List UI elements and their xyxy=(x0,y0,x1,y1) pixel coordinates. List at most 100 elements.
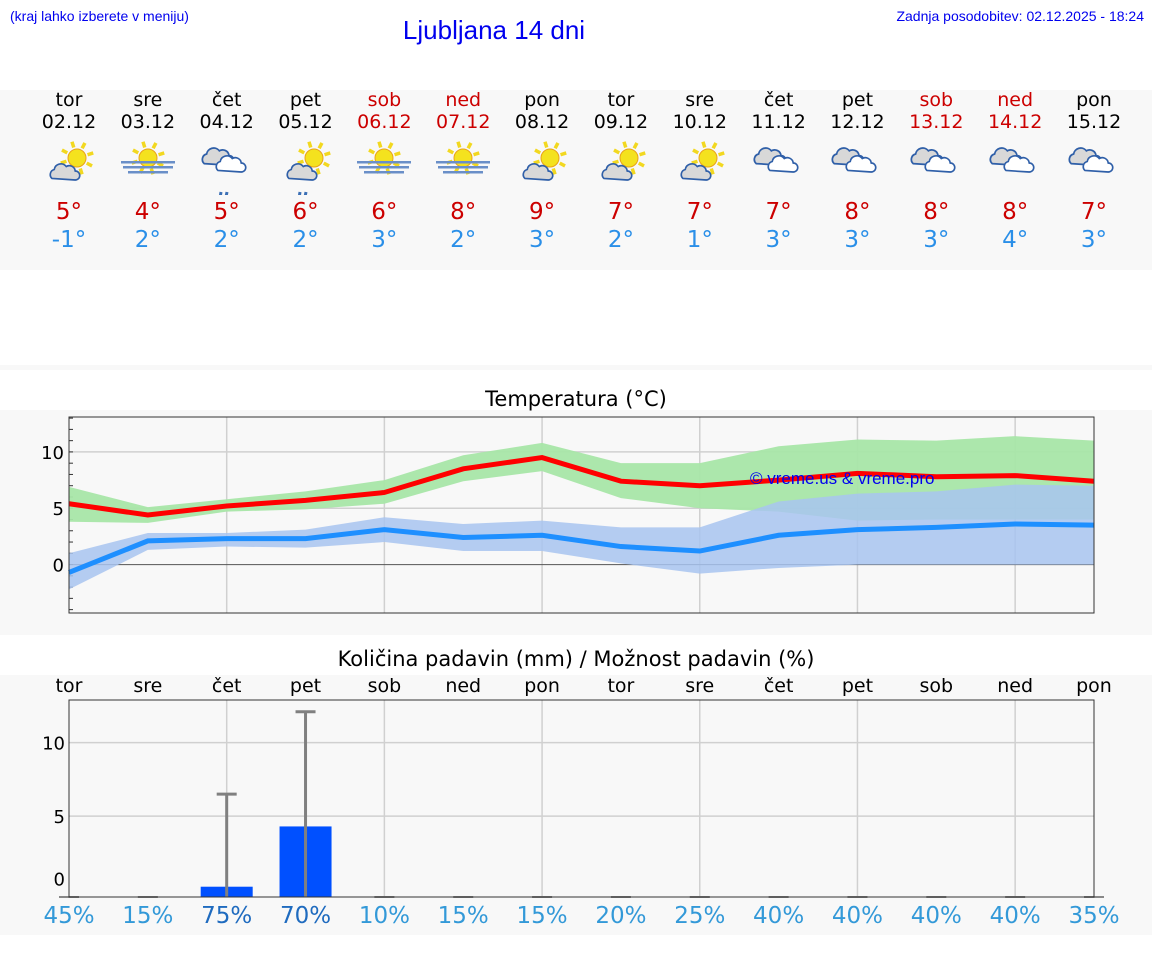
day-name: čet xyxy=(763,89,794,111)
partly-cloudy-rain-icon xyxy=(266,135,346,205)
precipitation-probability: 45% xyxy=(43,903,95,929)
last-updated: Zadnja posodobitev: 02.12.2025 - 18:24 xyxy=(896,8,1144,24)
day-date: 08.12 xyxy=(514,111,570,133)
day-name: sob xyxy=(919,89,954,111)
precipitation-day-label: čet xyxy=(763,675,794,697)
y-tick-label: 10 xyxy=(42,734,65,755)
day-name: sob xyxy=(367,89,402,111)
divider xyxy=(0,365,1152,370)
precipitation-probability: 40% xyxy=(989,903,1041,929)
partly-cloudy-icon xyxy=(660,135,740,185)
max-temperature: 6° xyxy=(292,199,319,225)
day-date: 02.12 xyxy=(41,111,97,133)
temperature-line-max xyxy=(68,454,1095,518)
min-temperature: 3° xyxy=(765,227,792,253)
precipitation-probability: 15% xyxy=(122,903,174,929)
min-temperature: 3° xyxy=(371,227,398,253)
precipitation-day-label: čet xyxy=(211,675,242,697)
y-tick-label: 0 xyxy=(54,870,65,891)
precipitation-probability: 70% xyxy=(279,903,332,929)
precipitation-probability: 10% xyxy=(358,903,410,929)
precipitation-probability: 40% xyxy=(831,903,884,929)
precipitation-probability: 35% xyxy=(1068,903,1120,929)
day-date: 05.12 xyxy=(278,111,333,133)
min-temperature: 3° xyxy=(923,227,950,253)
precipitation-day-label: pet xyxy=(841,675,874,697)
max-temperature: 8° xyxy=(923,199,950,225)
precipitation-plot-frame xyxy=(68,699,1095,898)
day-name: pet xyxy=(289,89,322,111)
y-tick-label: 5 xyxy=(54,807,65,828)
day-name: sre xyxy=(133,89,163,111)
day-date: 11.12 xyxy=(751,111,806,133)
precipitation-plot-area xyxy=(69,700,1094,897)
day-date: 07.12 xyxy=(436,111,491,133)
partly-cloudy-icon xyxy=(502,135,582,185)
precipitation-day-label: sre xyxy=(133,675,163,697)
sun-fog-icon xyxy=(423,135,503,185)
min-temperature: -1° xyxy=(51,227,87,253)
max-temperature: 8° xyxy=(844,199,871,225)
max-temperature: 8° xyxy=(1002,199,1029,225)
cloudy-icon xyxy=(896,135,976,185)
partly-cloudy-icon xyxy=(29,135,109,185)
precipitation-day-label: sob xyxy=(367,675,402,697)
precipitation-day-label: pon xyxy=(524,675,560,697)
day-name: pon xyxy=(524,89,560,111)
max-temperature: 5° xyxy=(213,199,240,225)
min-temperature: 2° xyxy=(292,227,319,253)
day-name: sre xyxy=(685,89,715,111)
temperature-plot-frame xyxy=(68,416,1095,614)
precipitation-day-label: ned xyxy=(445,675,482,697)
precipitation-probability: 15% xyxy=(516,903,568,929)
min-temperature: 2° xyxy=(450,227,477,253)
day-date: 04.12 xyxy=(199,111,254,133)
precipitation-day-label: ned xyxy=(997,675,1034,697)
precipitation-probability: 15% xyxy=(437,903,489,929)
day-date: 14.12 xyxy=(987,111,1043,133)
max-temperature: 7° xyxy=(607,199,634,225)
precipitation-chart-title: Količina padavin (mm) / Možnost padavin … xyxy=(337,647,815,671)
precipitation-day-label: sre xyxy=(685,675,715,697)
max-temperature: 7° xyxy=(1080,199,1108,225)
max-temperature: 5° xyxy=(55,199,83,225)
min-temperature: 3° xyxy=(844,227,871,253)
day-date: 13.12 xyxy=(909,111,964,133)
min-temperature: 3° xyxy=(528,227,556,253)
day-date: 06.12 xyxy=(357,111,412,133)
precipitation-day-label: tor xyxy=(55,675,83,697)
min-temperature: 3° xyxy=(1080,227,1108,253)
day-name: čet xyxy=(211,89,242,111)
cloudy-icon xyxy=(817,135,897,185)
max-temperature: 7° xyxy=(686,199,713,225)
max-temperature: 9° xyxy=(528,199,556,225)
day-date: 15.12 xyxy=(1066,111,1122,133)
precipitation-probability: 20% xyxy=(595,903,647,929)
day-date: 12.12 xyxy=(830,111,885,133)
day-date: 09.12 xyxy=(593,111,649,133)
cloudy-icon xyxy=(975,135,1055,185)
cloudy-icon xyxy=(1054,135,1134,185)
temperature-chart-title: Temperatura (°C) xyxy=(485,387,667,411)
max-temperature: 8° xyxy=(450,199,477,225)
precipitation-probability: 40% xyxy=(910,903,962,929)
sun-fog-icon xyxy=(344,135,424,185)
page-title: Ljubljana 14 dni xyxy=(402,15,586,45)
day-name: pet xyxy=(841,89,874,111)
temperature-range-band-min xyxy=(69,484,1094,590)
sun-fog-icon xyxy=(108,135,188,185)
cloudy-icon xyxy=(739,135,819,185)
min-temperature: 2° xyxy=(607,227,634,253)
precipitation-day-label: sob xyxy=(919,675,954,697)
max-temperature: 7° xyxy=(765,199,792,225)
y-tick-label: 5 xyxy=(53,499,64,520)
y-tick-label: 0 xyxy=(53,556,64,577)
precipitation-day-label: tor xyxy=(607,675,635,697)
temperature-line-min xyxy=(68,521,1095,575)
watermark: © vreme.us & vreme.pro xyxy=(750,469,934,488)
day-name: tor xyxy=(607,89,635,111)
precipitation-day-label: pet xyxy=(289,675,322,697)
location-hint: (kraj lahko izberete v meniju) xyxy=(10,8,189,24)
y-tick-label: 10 xyxy=(41,443,64,464)
